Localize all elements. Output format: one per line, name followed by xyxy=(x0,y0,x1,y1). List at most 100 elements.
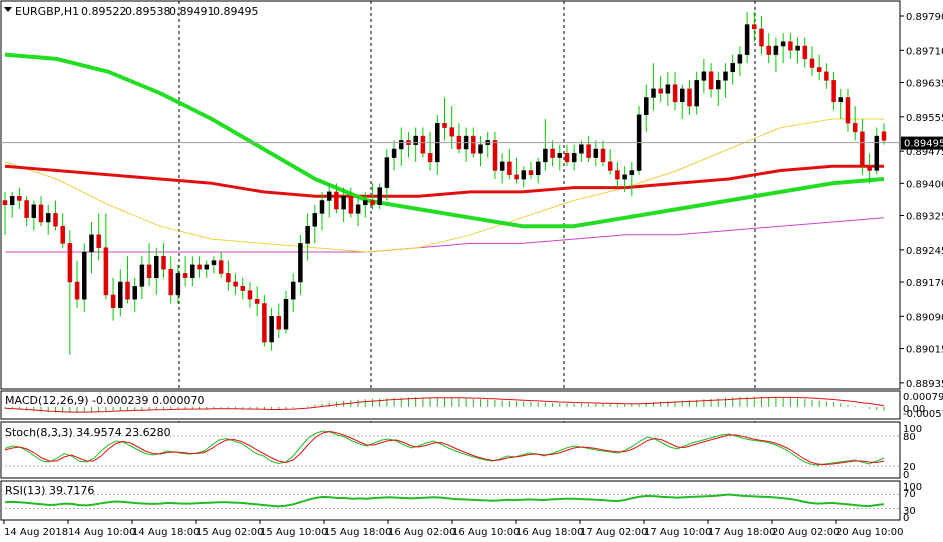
candle-bullish xyxy=(651,88,656,98)
candle-bullish xyxy=(557,153,563,158)
candle-bearish xyxy=(161,256,166,270)
stoch-label: Stoch(8,3,3) 34.9574 23.6280 xyxy=(5,426,171,439)
candle-bearish xyxy=(708,71,714,90)
candle-bearish xyxy=(449,127,454,137)
candle-bullish xyxy=(874,135,880,171)
moving-averages xyxy=(4,52,885,253)
candle-bearish xyxy=(240,286,246,291)
price-tick-label: 0.88935 xyxy=(906,379,943,390)
candle-bearish xyxy=(96,234,101,248)
candle-bearish xyxy=(672,84,678,103)
macd-label: MACD(12,26,9) -0.000239 0.000070 xyxy=(5,394,204,407)
candle-bullish xyxy=(283,298,289,330)
candle-bearish xyxy=(586,144,591,158)
rsi-line xyxy=(4,493,885,508)
candle-bearish xyxy=(615,170,620,180)
ohlc-close: 0.89495 xyxy=(213,5,259,18)
stoch-tick-80: 80 xyxy=(903,432,916,443)
candle-bearish xyxy=(370,200,375,206)
macd-panel-frame[interactable] xyxy=(0,390,901,420)
candle-bearish xyxy=(427,153,433,163)
candle-bearish xyxy=(550,148,555,158)
candle-bullish xyxy=(326,191,332,201)
price-tick-label: 0.89325 xyxy=(906,212,943,223)
candle-bearish xyxy=(507,161,512,176)
time-tick-label: 17 Aug 10:00 xyxy=(644,527,711,538)
price-tick-label: 0.89555 xyxy=(906,113,943,124)
candle-bullish xyxy=(45,213,51,223)
candle-bullish xyxy=(730,62,735,73)
candle-bullish xyxy=(355,204,361,214)
candle-bearish xyxy=(831,80,836,103)
time-tick-label: 16 Aug 18:00 xyxy=(516,527,583,538)
candle-bearish xyxy=(788,41,793,51)
candle-bearish xyxy=(759,28,764,47)
candle-bullish xyxy=(31,204,37,218)
candle-bearish xyxy=(564,153,570,163)
candle-bullish xyxy=(89,234,94,253)
rsi-panel-frame[interactable] xyxy=(0,480,901,521)
candle-bearish xyxy=(348,195,354,214)
candle-bearish xyxy=(687,88,692,107)
candle-bearish xyxy=(262,303,267,343)
candle-bearish xyxy=(233,281,238,287)
candle-bearish xyxy=(766,45,771,55)
candle-bearish xyxy=(74,281,80,300)
stoch-panel-frame[interactable] xyxy=(0,421,901,479)
candle-bullish xyxy=(723,71,728,81)
time-tick-label: 16 Aug 02:00 xyxy=(388,527,455,538)
candle-bullish xyxy=(399,140,404,150)
stoch-main-line xyxy=(4,430,885,466)
time-tick-label: 14 Aug 10:00 xyxy=(68,527,135,538)
candle-bearish xyxy=(600,148,606,163)
candle-bullish xyxy=(319,200,325,214)
candle-bullish xyxy=(593,148,599,158)
candle-bearish xyxy=(334,191,339,210)
time-tick-label: 15 Aug 02:00 xyxy=(196,527,263,538)
candlesticks xyxy=(2,11,887,355)
candle-bearish xyxy=(226,273,231,283)
time-tick-label: 17 Aug 18:00 xyxy=(708,527,775,538)
time-tick-label: 16 Aug 10:00 xyxy=(452,527,519,538)
macd-tick-bottom: -0.000578 xyxy=(903,409,943,420)
candle-bearish xyxy=(860,131,865,167)
candle-bullish xyxy=(384,157,390,188)
rsi-plot xyxy=(1,493,900,509)
candle-bullish xyxy=(377,187,382,206)
candle-bullish xyxy=(305,225,310,244)
candle-bearish xyxy=(809,58,815,68)
candle-bullish xyxy=(716,80,721,90)
candle-bullish xyxy=(744,24,750,55)
candle-bullish xyxy=(795,45,800,51)
price-tick-label: 0.89475 xyxy=(906,147,943,158)
candle-bearish xyxy=(53,213,58,227)
candle-bearish xyxy=(17,195,22,201)
candle-bearish xyxy=(276,316,282,330)
candle-bearish xyxy=(845,97,851,124)
macd-tick-zero: 0.00 xyxy=(903,404,925,415)
candle-bearish xyxy=(125,281,130,300)
macd-signal-line xyxy=(4,396,885,413)
candle-bearish xyxy=(824,71,829,81)
stoch-tick-0: 0 xyxy=(903,470,909,481)
candle-bullish xyxy=(780,41,786,47)
stoch-signal-line xyxy=(4,430,885,466)
price-tick-label: 0.89245 xyxy=(906,246,943,257)
time-tick-label: 14 Aug 18:00 xyxy=(132,527,199,538)
candle-bullish xyxy=(413,135,418,145)
candle-bearish xyxy=(254,298,260,304)
candle-bullish xyxy=(579,144,584,154)
ohlc-high: 0.89538 xyxy=(125,5,171,18)
price-axis[interactable]: 0.897900.897100.896350.895550.894750.894… xyxy=(900,12,943,390)
candle-bearish xyxy=(247,290,253,300)
time-tick-label: 14 Aug 2018 xyxy=(4,527,68,538)
price-tick-label: 0.89635 xyxy=(906,79,943,90)
candle-bearish xyxy=(197,264,202,270)
candle-bearish xyxy=(24,200,29,218)
